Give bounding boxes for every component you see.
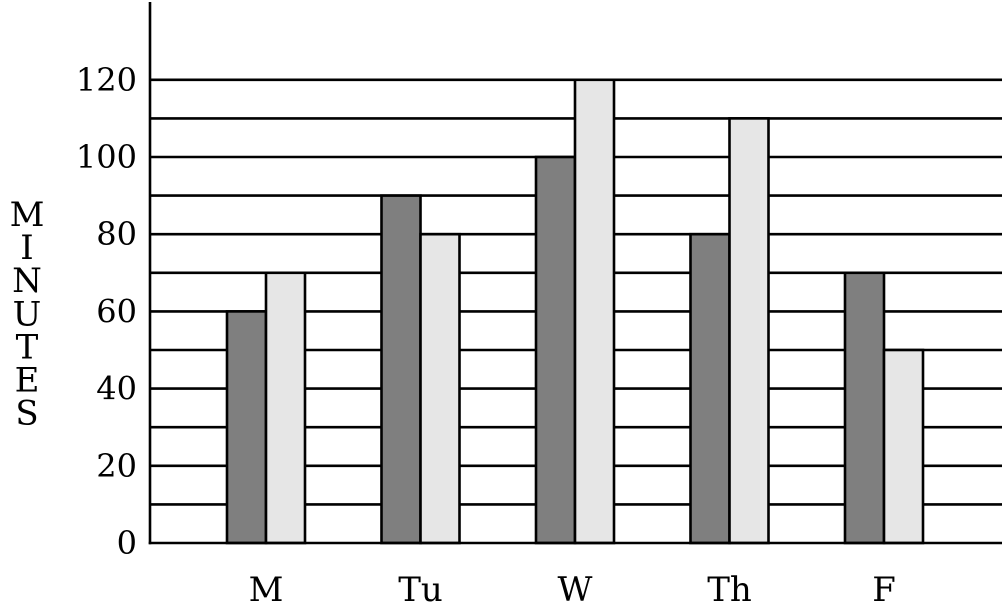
bar-tu-series-2 xyxy=(419,232,461,545)
y-tick-labels: 0 20 40 60 80 100 120 xyxy=(76,61,137,562)
bar-f-series-1 xyxy=(843,271,886,545)
x-category-label-m: M xyxy=(249,570,284,610)
bar-th-series-2 xyxy=(728,117,770,545)
bar-tu-series-1 xyxy=(380,194,422,545)
y-tick-label-120: 120 xyxy=(76,61,137,99)
bar-th-series-1 xyxy=(689,232,731,545)
bar-w-series-2 xyxy=(573,78,616,545)
y-tick-label-20: 20 xyxy=(96,447,137,485)
bar-m-series-1 xyxy=(225,310,268,545)
bar-f-series-2 xyxy=(882,348,925,545)
axes xyxy=(148,2,1002,545)
y-tick-label-0: 0 xyxy=(117,524,137,562)
x-category-labels: M Tu W Th F xyxy=(249,570,896,610)
bars xyxy=(225,78,925,545)
bar-w-series-1 xyxy=(534,155,577,545)
x-category-label-f: F xyxy=(872,570,896,610)
x-category-label-th: Th xyxy=(707,570,752,610)
y-tick-label-100: 100 xyxy=(76,138,137,176)
y-tick-label-40: 40 xyxy=(96,370,137,408)
y-tick-label-60: 60 xyxy=(96,292,137,330)
bar-m-series-2 xyxy=(264,271,307,545)
y-tick-label-80: 80 xyxy=(96,215,137,253)
x-category-label-tu: Tu xyxy=(398,570,443,610)
x-category-label-w: W xyxy=(558,570,593,610)
